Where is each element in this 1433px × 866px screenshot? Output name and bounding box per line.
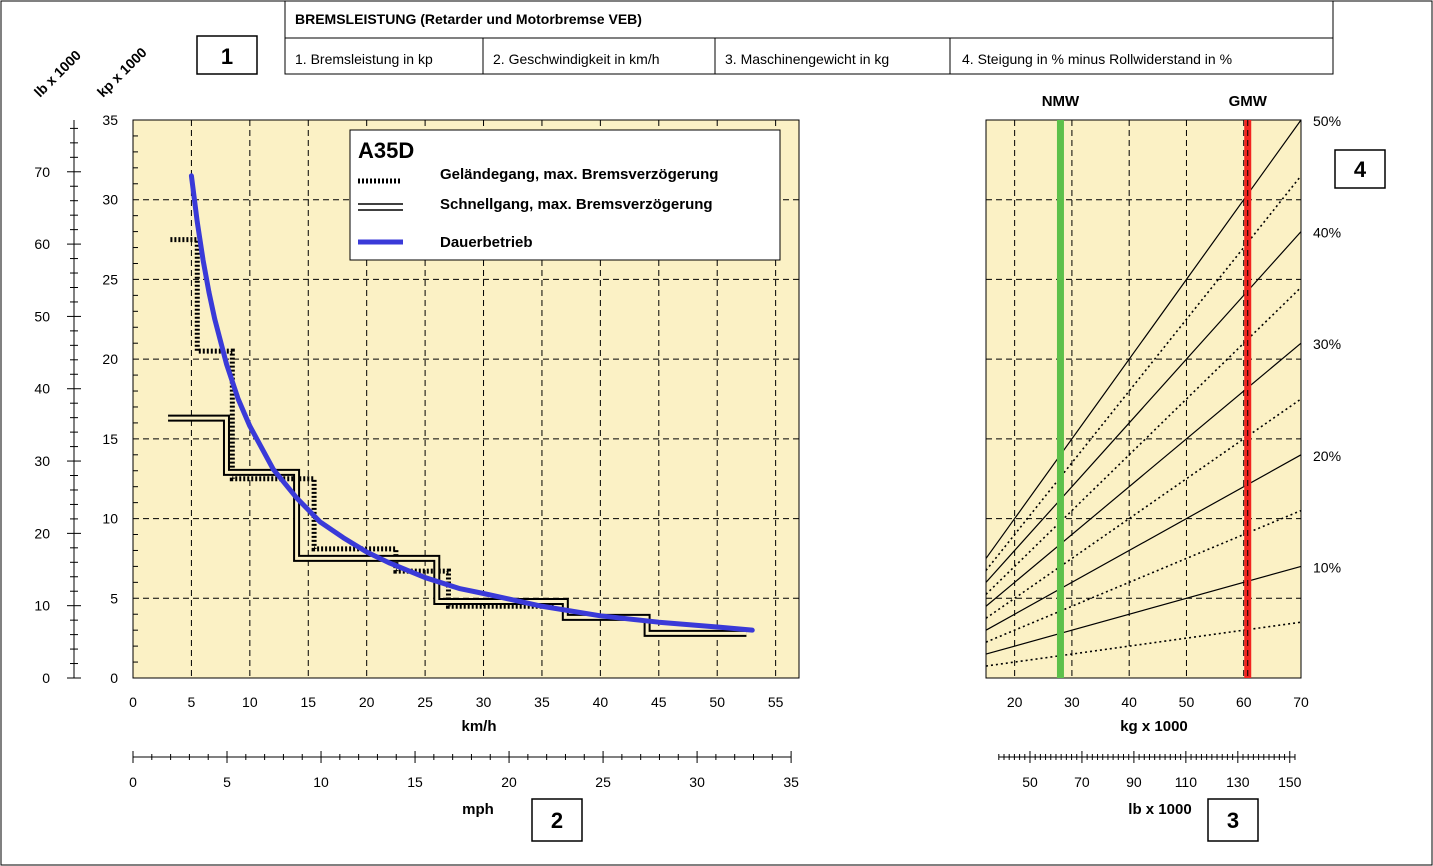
mph-axis: 0 5 10 15 20 25 30 35: [129, 751, 799, 790]
lb-tick-label: 50: [1022, 774, 1038, 790]
svg-text:4: 4: [1354, 157, 1367, 182]
header-item-4: 4. Steigung in % minus Rollwiderstand in…: [962, 51, 1232, 67]
mph-tick-label: 20: [501, 774, 517, 790]
x-axis-title-mph: mph: [462, 801, 494, 818]
marker-label-gmw: GMW: [1229, 93, 1268, 110]
grade-label: 10%: [1313, 559, 1341, 575]
marker-label-nmw: NMW: [1042, 93, 1080, 110]
badge-2: 2: [531, 798, 583, 842]
mph-tick-label: 35: [783, 774, 799, 790]
lb-tick-label: 110: [1175, 774, 1198, 790]
marker-gmw: [1244, 120, 1252, 678]
grade-line-dotted: [985, 398, 1302, 619]
x-axis-title-kg: kg x 1000: [1120, 718, 1188, 735]
kg-tick-label: 40: [1121, 694, 1137, 710]
mph-tick-label: 15: [407, 774, 423, 790]
y-tick-label-kp: 35: [102, 112, 118, 128]
right-plot: NMW GMW 20 30 40 50 60 70 10% 20% 30% 40% 50%: [985, 93, 1341, 710]
legend-label-schnell: Schnellgang, max. Bremsverzögerung: [440, 196, 713, 213]
x-tick-label-kmh: 50: [709, 694, 725, 710]
grade-label: 40%: [1313, 225, 1341, 241]
x-tick-label-kmh: 5: [188, 694, 196, 710]
y-tick-label-lb: 40: [34, 381, 50, 397]
y-tick-label-lb: 50: [34, 308, 50, 324]
mph-tick-label: 30: [689, 774, 705, 790]
grade-line-dotted: [985, 509, 1302, 643]
grade-label: 20%: [1313, 448, 1341, 464]
grade-label: 30%: [1313, 336, 1341, 352]
legend-label-dauer: Dauerbetrieb: [440, 234, 533, 251]
y-tick-label-lb: 0: [42, 670, 50, 686]
y-tick-label-lb: 60: [34, 236, 50, 252]
kg-tick-label: 50: [1179, 694, 1195, 710]
lb-tick-label: 150: [1278, 774, 1302, 790]
x-tick-label-kmh: 15: [300, 694, 316, 710]
y-tick-label-kp: 15: [102, 431, 118, 447]
header-item-1: 1. Bremsleistung in kp: [295, 51, 433, 67]
badge-1: 1: [196, 35, 258, 75]
lb-tick-label: 70: [1074, 774, 1090, 790]
y-tick-label-lb: 30: [34, 453, 50, 469]
y-tick-label-kp: 25: [102, 271, 118, 287]
left-plot: 0 5 10 15 20 25 30 35 40 45 50 55 0 5 10 15 20 25 30 35 0 10 2…: [34, 112, 800, 710]
right-axes: 20 30 40 50 60 70 10% 20% 30% 40% 50%: [1007, 113, 1341, 710]
mph-tick-label: 0: [129, 774, 137, 790]
x-tick-label-kmh: 10: [242, 694, 258, 710]
grade-label: 50%: [1313, 113, 1341, 129]
kg-tick-label: 60: [1236, 694, 1252, 710]
x-tick-label-kmh: 0: [129, 694, 137, 710]
y-tick-label-kp: 10: [102, 511, 118, 527]
y-tick-label-kp: 0: [110, 670, 118, 686]
mph-tick-label: 25: [595, 774, 611, 790]
kg-tick-label: 20: [1007, 694, 1023, 710]
header: BREMSLEISTUNG (Retarder und Motorbremse …: [284, 0, 1334, 75]
right-plot-background: [985, 119, 1302, 679]
x-axis-title-kmh: km/h: [461, 718, 496, 735]
svg-text:3: 3: [1227, 808, 1239, 833]
marker-nmw: [1056, 120, 1064, 678]
legend-title: A35D: [358, 138, 414, 163]
x-tick-label-kmh: 25: [417, 694, 433, 710]
y-tick-label-kp: 5: [110, 590, 118, 606]
badge-4: 4: [1334, 149, 1386, 189]
kg-tick-label: 70: [1293, 694, 1309, 710]
y-tick-label-lb: 70: [34, 164, 50, 180]
x-axis-title-lb: lb x 1000: [1128, 801, 1191, 818]
x-tick-label-kmh: 30: [476, 694, 492, 710]
x-tick-label-kmh: 40: [593, 694, 609, 710]
x-tick-label-kmh: 55: [768, 694, 784, 710]
header-item-2: 2. Geschwindigkeit in km/h: [493, 51, 660, 67]
x-tick-label-kmh: 35: [534, 694, 550, 710]
lb-tick-label: 90: [1126, 774, 1142, 790]
y-tick-label-lb: 20: [34, 525, 50, 541]
x-tick-label-kmh: 45: [651, 694, 667, 710]
right-markers: NMW GMW: [1042, 93, 1268, 678]
left-series: [168, 173, 755, 637]
series-dauerbetrieb: [188, 173, 755, 633]
lb-tick-label: 130: [1226, 774, 1250, 790]
y-tick-label-kp: 20: [102, 351, 118, 367]
kg-tick-label: 30: [1064, 694, 1080, 710]
legend: A35D Geländegang, max. Bremsverzögerung …: [349, 129, 781, 261]
x-tick-label-kmh: 20: [359, 694, 375, 710]
header-item-3: 3. Maschinengewicht in kg: [725, 51, 889, 67]
svg-text:2: 2: [551, 808, 563, 833]
left-axes: 0 5 10 15 20 25 30 35 40 45 50 55 0 5 10 15 20 25 30 35 0 10 2…: [34, 112, 783, 710]
y-tick-label-lb: 10: [34, 598, 50, 614]
svg-text:1: 1: [221, 44, 233, 69]
header-title: BREMSLEISTUNG (Retarder und Motorbremse …: [295, 11, 642, 27]
y-tick-label-kp: 30: [102, 192, 118, 208]
legend-label-gelaende: Geländegang, max. Bremsverzögerung: [440, 166, 718, 183]
mph-tick-label: 10: [313, 774, 329, 790]
badge-3: 3: [1207, 798, 1259, 842]
lb-axis: 50 70 90 110 130 150: [998, 751, 1302, 790]
mph-tick-label: 5: [223, 774, 231, 790]
